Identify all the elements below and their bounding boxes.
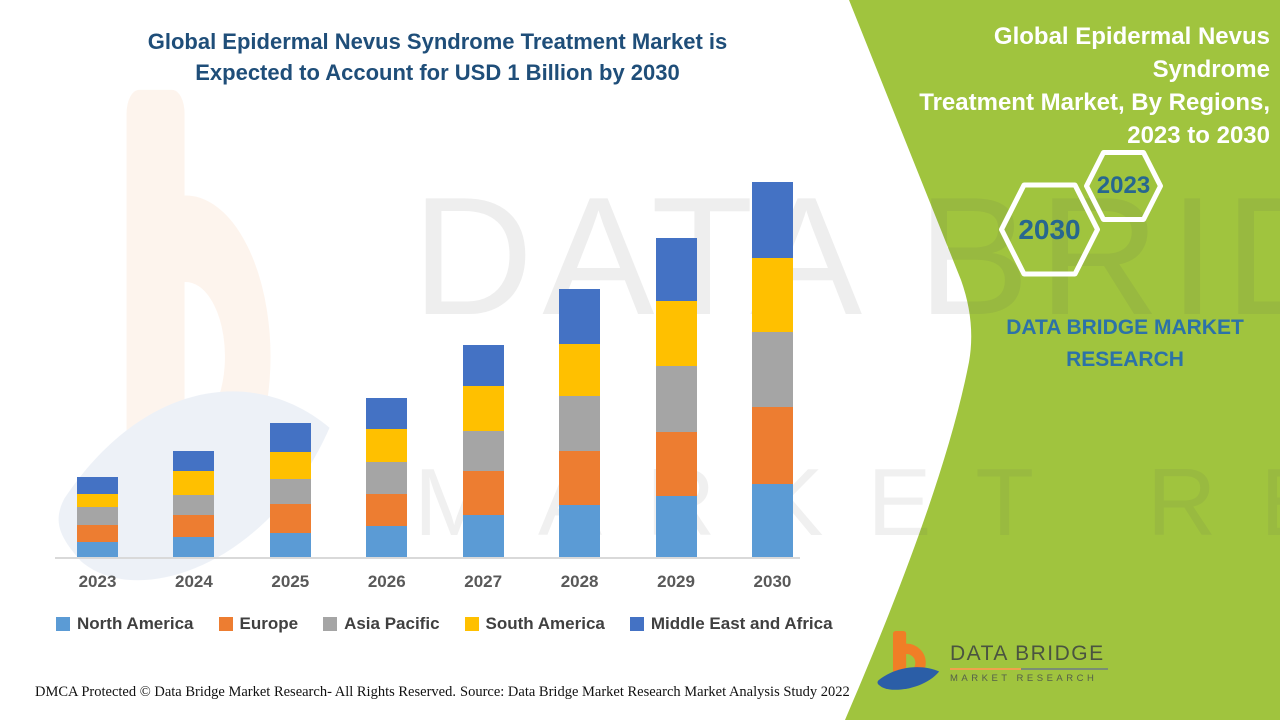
legend-marker-icon — [56, 617, 70, 631]
bar-2023-segment-north-america — [77, 542, 118, 557]
x-axis-label-2025: 2025 — [271, 572, 310, 591]
bar-2024-segment-asia-pacific — [173, 495, 215, 515]
bar-2023-segment-europe — [77, 525, 118, 542]
dbmr-logo-text: DATA BRIDGE MARKET RESEARCH — [950, 642, 1108, 684]
legend-marker-icon — [218, 617, 233, 631]
x-axis-labels: 2023 2024 2025 2026 2027 2028 2029 2030 — [77, 572, 793, 592]
x-axis-label-2029: 2029 — [657, 572, 695, 591]
bar-2024-segment-south-america — [173, 471, 215, 495]
dbmr-logo-icon — [877, 630, 940, 690]
bar-2029 — [655, 238, 697, 557]
x-axis-label-2026: 2026 — [367, 572, 406, 591]
bar-2027-segment-europe — [462, 471, 504, 515]
bar-2030-segment-middle-east-and-africa — [751, 182, 793, 258]
x-axis-label-2023: 2023 — [78, 572, 117, 591]
x-axis-label-2028: 2028 — [560, 572, 599, 591]
dbmr-logo-name: DATA BRIDGE — [950, 642, 1105, 665]
bar-2029-segment-europe — [655, 432, 697, 496]
source-note: Source: Data Bridge Market Research Mark… — [460, 684, 850, 700]
bar-2023-segment-middle-east-and-africa — [77, 477, 118, 494]
chart-title-line2: Expected to Account for USD 1 Billion by… — [195, 60, 680, 85]
bar-2024-segment-north-america — [173, 537, 215, 557]
bar-2030-segment-north-america — [751, 484, 793, 557]
bar-2025-segment-europe — [269, 504, 311, 533]
legend-marker-icon — [323, 617, 338, 631]
chart-title-line1: Global Epidermal Nevus Syndrome Treatmen… — [147, 29, 728, 54]
bar-2026-segment-south-america — [366, 429, 408, 462]
hexagon-outline-icon — [1084, 150, 1163, 222]
bar-2023-segment-south-america — [77, 494, 118, 507]
bar-2023 — [77, 477, 118, 557]
bar-2027 — [462, 345, 504, 557]
legend-label: North America — [77, 614, 194, 633]
side-panel-title-line2: Treatment Market, By Regions, — [919, 89, 1270, 116]
dbmr-logo: DATA BRIDGE MARKET RESEARCH — [876, 630, 1108, 696]
bar-2024 — [173, 451, 215, 557]
side-panel-title-line3: 2023 to 2030 — [1127, 122, 1270, 149]
hexagon-outline-icon — [999, 182, 1100, 277]
bar-2027-segment-middle-east-and-africa — [462, 345, 504, 386]
bar-2024-segment-europe — [173, 515, 215, 537]
bar-2026-segment-asia-pacific — [366, 462, 408, 494]
bar-chart-plot-area — [77, 0, 793, 557]
bar-2028-segment-middle-east-and-africa — [559, 289, 601, 344]
legend-label: Asia Pacific — [344, 614, 440, 633]
bar-2028-segment-europe — [559, 451, 601, 505]
legend-label: Middle East and Africa — [650, 614, 833, 633]
legend-marker-icon — [629, 617, 644, 631]
bar-2026-segment-europe — [366, 494, 408, 526]
bar-2026-segment-middle-east-and-africa — [366, 398, 408, 429]
hexagon-2023: 2023 — [1084, 150, 1163, 222]
chart-title: Global Epidermal Nevus Syndrome Treatmen… — [115, 26, 760, 88]
bar-2028-segment-south-america — [559, 344, 601, 396]
bar-2028 — [559, 289, 601, 557]
bar-2030-segment-asia-pacific — [751, 332, 793, 407]
dmca-notice: DMCA Protected © Data Bridge Market Rese… — [35, 684, 456, 700]
legend-item-asia-pacific: Asia Pacific — [323, 614, 440, 634]
x-axis-label-2027: 2027 — [464, 572, 503, 591]
bar-2030-segment-europe — [751, 407, 793, 484]
bar-2024-segment-middle-east-and-africa — [173, 451, 215, 471]
bar-2028-segment-north-america — [559, 505, 601, 557]
legend-label: South America — [485, 614, 605, 633]
side-panel-title: Global Epidermal Nevus Syndrome Treatmen… — [880, 20, 1270, 152]
legend-marker-icon — [464, 617, 479, 631]
bar-2023-segment-asia-pacific — [77, 507, 118, 525]
bar-2029-segment-middle-east-and-africa — [655, 238, 697, 301]
bar-2027-segment-asia-pacific — [462, 431, 504, 471]
bar-2028-segment-asia-pacific — [559, 396, 601, 451]
legend-label: Europe — [239, 614, 299, 633]
dbmr-logo-underline — [950, 668, 1108, 670]
bar-2025-segment-middle-east-and-africa — [269, 423, 311, 452]
hexagon-2030-label: 2030 — [1018, 213, 1081, 245]
bar-2029-segment-asia-pacific — [655, 366, 697, 432]
hexagon-2023-label: 2023 — [1096, 172, 1151, 199]
hexagon-2030: 2030 — [999, 182, 1100, 277]
bar-2026-segment-north-america — [366, 526, 408, 557]
bar-2027-segment-south-america — [462, 386, 504, 431]
brand-caption: DATA BRIDGE MARKET RESEARCH — [1006, 316, 1244, 371]
legend-item-europe: Europe — [218, 614, 299, 634]
bar-2026 — [366, 398, 408, 557]
chart-legend: North America Europe Asia Pacific South Ame… — [56, 614, 833, 634]
x-axis-line — [55, 557, 800, 559]
x-axis-label-2024: 2024 — [175, 572, 213, 591]
bar-2025-segment-south-america — [269, 452, 311, 479]
legend-item-middle-east-and-africa: Middle East and Africa — [629, 614, 833, 634]
bar-2027-segment-north-america — [462, 515, 504, 557]
dbmr-logo-subtitle: MARKET RESEARCH — [950, 673, 1098, 684]
side-panel-title-line1: Global Epidermal Nevus Syndrome — [993, 23, 1270, 83]
bar-2029-segment-south-america — [655, 301, 697, 366]
legend-item-north-america: North America — [56, 614, 194, 634]
legend-item-south-america: South America — [464, 614, 605, 634]
bar-2025 — [269, 423, 311, 557]
bar-2025-segment-north-america — [269, 533, 311, 557]
bar-2025-segment-asia-pacific — [269, 479, 311, 504]
bar-2030-segment-south-america — [751, 258, 793, 332]
x-axis-label-2030: 2030 — [753, 572, 792, 591]
bar-2030 — [751, 182, 793, 557]
bar-2029-segment-north-america — [655, 496, 697, 557]
